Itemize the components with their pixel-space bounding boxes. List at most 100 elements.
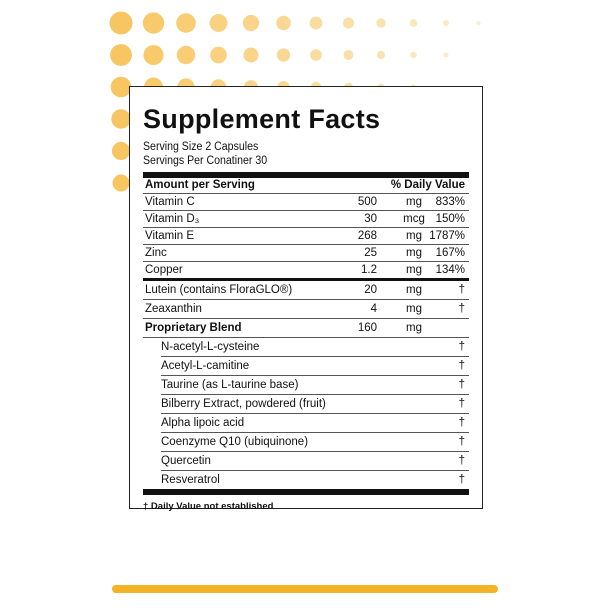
vitamin-rows: Vitamin C 500 mg 833% Vitamin D₃ 30 mcg 150% Vit… (143, 194, 469, 278)
nutrient-dv: 833% (435, 196, 465, 208)
nutrient-name: Vitamin D₃ (145, 213, 200, 225)
blend-row: Taurine (as L-taurine base) † (161, 376, 469, 395)
nutrient-dv: 134% (435, 264, 465, 276)
table-header: Amount per Serving % Daily Value (143, 178, 469, 194)
ingredient-amount: 160 (357, 322, 377, 334)
nutrient-amount: 500 (357, 196, 377, 208)
panel-title: Supplement Facts (143, 104, 381, 134)
nutrient-unit: mg (406, 264, 422, 276)
nutrient-dv: 167% (435, 247, 465, 259)
decorative-dot (276, 15, 291, 31)
blend-ingredient-dv: † (458, 341, 465, 353)
divider-thick-bottom (143, 489, 469, 495)
amount-header: Amount per Serving (145, 179, 255, 191)
nutrient-unit: mg (406, 196, 422, 208)
nutrient-amount: 268 (357, 230, 377, 242)
blend-row: Quercetin † (161, 452, 469, 471)
nutrient-amount: 25 (364, 247, 377, 259)
blend-row: Resveratrol † (161, 471, 469, 489)
nutrient-name: Vitamin E (145, 230, 195, 242)
ingredient-name: Proprietary Blend (145, 322, 242, 334)
nutrient-name: Copper (145, 264, 183, 276)
table-row: Vitamin D₃ 30 mcg 150% (143, 211, 469, 228)
nutrient-name: Zinc (145, 247, 167, 259)
blend-ingredient-dv: † (458, 379, 465, 391)
decorative-dot (110, 44, 132, 66)
servings-per-container: Servings Per Conatiner 30 (143, 155, 268, 167)
serving-size: Serving Size 2 Capsules (143, 141, 259, 153)
ingredient-amount: 20 (364, 284, 377, 296)
blend-ingredient-dv: † (458, 417, 465, 429)
decorative-dot (210, 46, 227, 64)
decorative-dot (376, 18, 386, 28)
decorative-dot (410, 51, 417, 59)
decorative-dot (276, 48, 291, 62)
supplement-facts-panel: Supplement Facts Serving Size 2 Capsules… (129, 86, 483, 512)
ingredient-dv: † (458, 284, 465, 296)
blend-ingredient-name: N-acetyl-L-cysteine (161, 341, 260, 353)
nutrient-dv: 150% (435, 213, 465, 225)
decorative-dot (409, 19, 418, 27)
table-row: Copper 1.2 mg 134% (143, 262, 469, 278)
blend-row: Acetyl-L-camitine † (161, 357, 469, 376)
ingredient-name: Lutein (contains FloraGLO®) (145, 284, 293, 296)
nutrient-dv: 1787% (429, 230, 465, 242)
decorative-dot (176, 13, 196, 33)
ingredient-amount: 4 (370, 303, 377, 315)
decorative-dot (142, 12, 165, 34)
footnote: † Daily Value not established (143, 501, 274, 512)
nutrient-unit: mcg (403, 213, 425, 225)
decorative-dot (111, 109, 131, 129)
decorative-dot (342, 17, 355, 29)
decorative-dot (443, 52, 449, 58)
table-row: Zeaxanthin 4 mg † (143, 300, 469, 319)
decorative-dot (176, 45, 196, 65)
decorative-dot (242, 14, 260, 32)
ingredient-unit: mg (406, 303, 422, 315)
ingredient-name: Zeaxanthin (145, 303, 202, 315)
divider-mid (143, 278, 469, 281)
decorative-dot (112, 174, 130, 192)
nutrient-amount: 1.2 (361, 264, 377, 276)
nutrient-unit: mg (406, 247, 422, 259)
blend-ingredient-dv: † (458, 360, 465, 372)
blend-row: N-acetyl-L-cysteine † (161, 338, 469, 357)
decorative-dot (110, 76, 132, 98)
blend-ingredient-name: Resveratrol (161, 474, 220, 486)
decorative-dot (109, 11, 133, 35)
blend-row: Alpha lipoic acid † (161, 414, 469, 433)
table-row: Zinc 25 mg 167% (143, 245, 469, 262)
decorative-dot (143, 44, 164, 66)
blend-ingredient-name: Taurine (as L-taurine base) (161, 379, 299, 391)
decorative-dot (310, 49, 322, 61)
blend-ingredient-name: Quercetin (161, 455, 211, 467)
blend-row: Bilberry Extract, powdered (fruit) † (161, 395, 469, 414)
ingredient-unit: mg (406, 284, 422, 296)
table-row: Vitamin C 500 mg 833% (143, 194, 469, 211)
blend-ingredient-dv: † (458, 436, 465, 448)
decorative-dot (243, 47, 259, 63)
nutrient-name: Vitamin C (145, 196, 195, 208)
dv-header: % Daily Value (390, 179, 465, 191)
blend-ingredient-name: Bilberry Extract, powdered (fruit) (161, 398, 326, 410)
ingredient-unit: mg (406, 322, 422, 334)
blend-ingredient-name: Acetyl-L-camitine (161, 360, 250, 372)
ingredient-rows: Lutein (contains FloraGLO®) 20 mg † Zeaxanth… (143, 281, 469, 338)
blend-rows: N-acetyl-L-cysteine † Acetyl-L-camitine † Ta… (143, 338, 469, 489)
blend-ingredient-name: Alpha lipoic acid (161, 417, 245, 429)
blend-row: Coenzyme Q10 (ubiquinone) † (161, 433, 469, 452)
decorative-dot (111, 141, 131, 161)
ingredient-dv: † (458, 303, 465, 315)
decorative-dot (376, 50, 386, 60)
blend-ingredient-dv: † (458, 398, 465, 410)
decorative-dot (343, 50, 354, 60)
decorative-dot (476, 20, 481, 26)
decorative-dot (443, 20, 449, 26)
table-row: Lutein (contains FloraGLO®) 20 mg † (143, 281, 469, 300)
blend-ingredient-dv: † (458, 455, 465, 467)
divider-thick (143, 172, 469, 178)
accent-bar (112, 585, 498, 593)
table-row: Vitamin E 268 mg 1787% (143, 228, 469, 245)
decorative-dot (209, 14, 228, 32)
nutrient-amount: 30 (364, 213, 377, 225)
